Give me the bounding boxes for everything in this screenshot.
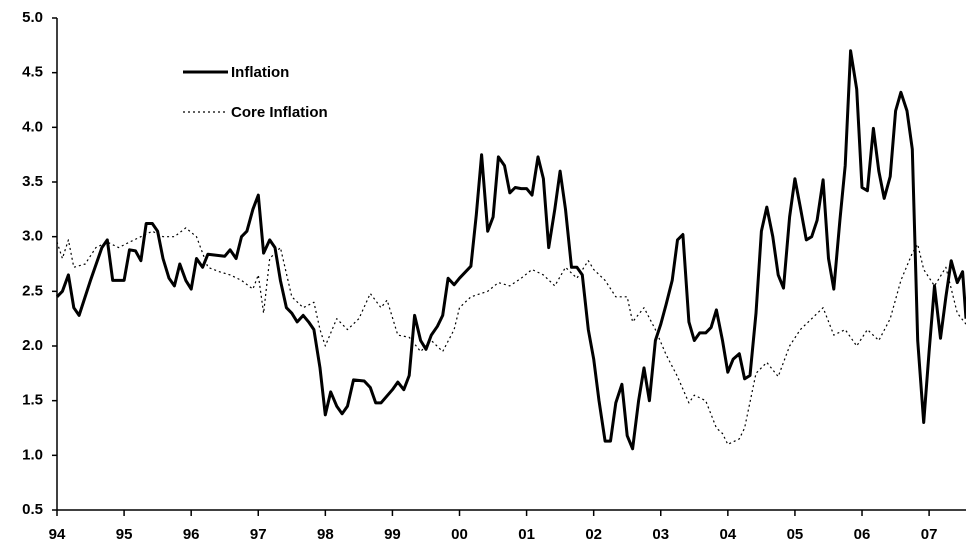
y-tick-label: 2.5	[22, 282, 43, 299]
y-tick-label: 2.0	[22, 337, 43, 354]
x-tick-label: 98	[317, 526, 334, 543]
x-tick-label: 94	[49, 526, 66, 543]
series-line	[55, 49, 966, 451]
x-tick-label: 07	[921, 526, 938, 543]
x-tick-label: 97	[250, 526, 267, 543]
y-tick-label: 4.0	[22, 118, 43, 135]
y-tick-label: 3.0	[22, 228, 43, 245]
x-tick-label: 01	[518, 526, 535, 543]
x-tick-label: 02	[585, 526, 602, 543]
y-tick-label: 4.5	[22, 64, 43, 81]
legend-label: Core Inflation	[231, 104, 328, 121]
x-tick-label: 05	[787, 526, 804, 543]
x-tick-label: 03	[652, 526, 669, 543]
legend-label: Inflation	[231, 64, 289, 81]
y-tick-label: 0.5	[22, 501, 43, 518]
y-tick-label: 5.0	[22, 9, 43, 26]
x-tick-label: 96	[183, 526, 200, 543]
x-tick-label: 04	[720, 526, 737, 543]
series-line	[56, 227, 966, 445]
y-tick-label: 1.5	[22, 392, 43, 409]
x-tick-label: 00	[451, 526, 468, 543]
x-tick-label: 99	[384, 526, 401, 543]
x-tick-label: 95	[116, 526, 133, 543]
x-tick-label: 06	[854, 526, 871, 543]
y-tick-label: 1.0	[22, 446, 43, 463]
y-tick-label: 3.5	[22, 173, 43, 190]
